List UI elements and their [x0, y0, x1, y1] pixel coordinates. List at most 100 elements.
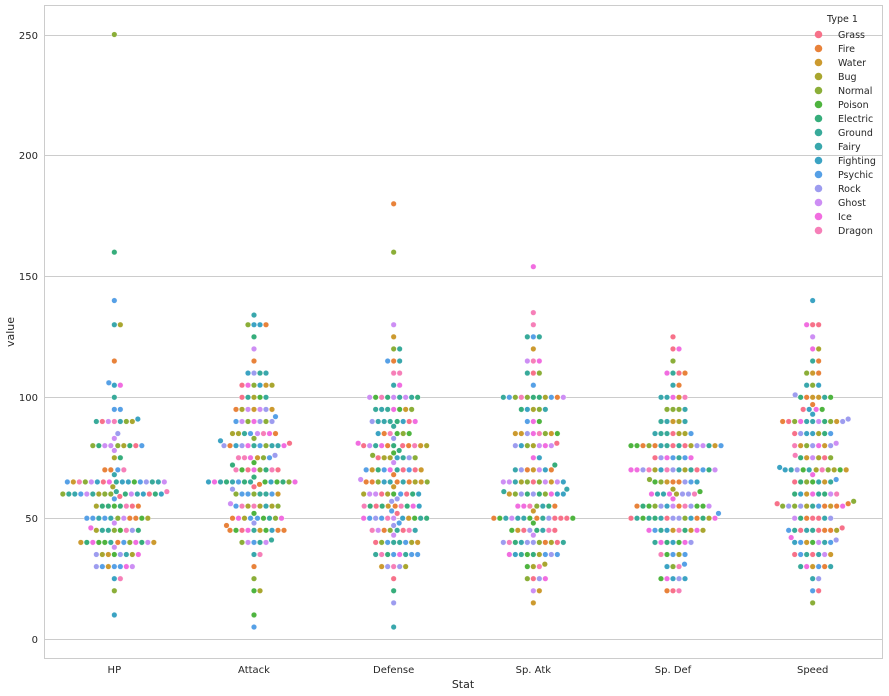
- data-point: [107, 442, 114, 449]
- data-point: [247, 515, 254, 522]
- data-point: [400, 454, 407, 461]
- data-point: [408, 539, 415, 546]
- data-point: [700, 515, 707, 522]
- data-point: [111, 587, 118, 594]
- data-point: [241, 430, 248, 437]
- data-point: [263, 382, 270, 389]
- data-point: [782, 466, 789, 473]
- data-point: [402, 539, 409, 546]
- data-point: [250, 406, 257, 413]
- data-point: [123, 563, 130, 570]
- data-point: [250, 503, 257, 510]
- data-point: [250, 418, 257, 425]
- data-point: [508, 527, 515, 534]
- data-point: [268, 478, 275, 485]
- data-point: [694, 527, 701, 534]
- data-point: [815, 587, 822, 594]
- data-point: [706, 442, 713, 449]
- data-point: [99, 503, 106, 510]
- data-point: [664, 551, 671, 558]
- data-point: [111, 447, 118, 454]
- data-point: [634, 466, 641, 473]
- data-point: [257, 394, 264, 401]
- data-point: [676, 430, 683, 437]
- data-point: [390, 459, 397, 466]
- data-point: [111, 454, 118, 461]
- data-point: [694, 503, 701, 510]
- data-point: [250, 333, 257, 340]
- data-point: [520, 515, 527, 522]
- data-point: [785, 418, 792, 425]
- data-point: [390, 406, 397, 413]
- data-point: [117, 382, 124, 389]
- data-point: [652, 527, 659, 534]
- data-point: [536, 358, 543, 365]
- data-point: [381, 454, 388, 461]
- data-point: [673, 491, 680, 498]
- data-point: [244, 503, 251, 510]
- data-point: [821, 515, 828, 522]
- data-point: [676, 345, 683, 352]
- data-point: [563, 515, 570, 522]
- data-point: [712, 515, 719, 522]
- data-point: [640, 503, 647, 510]
- data-point: [670, 539, 677, 546]
- data-point: [809, 442, 816, 449]
- data-point: [670, 587, 677, 594]
- data-point: [809, 575, 816, 582]
- data-point: [670, 454, 677, 461]
- data-point: [83, 515, 90, 522]
- data-point: [542, 394, 549, 401]
- data-point: [120, 466, 127, 473]
- data-point: [412, 527, 419, 534]
- data-point: [123, 527, 130, 534]
- y-tick-label: 0: [32, 635, 38, 646]
- data-point: [518, 394, 525, 401]
- data-point: [155, 478, 162, 485]
- data-point: [809, 394, 816, 401]
- data-point: [548, 539, 555, 546]
- data-point: [232, 527, 239, 534]
- data-point: [827, 515, 834, 522]
- legend-marker: [814, 86, 823, 95]
- data-point: [95, 539, 102, 546]
- legend-title: Type 1: [826, 14, 858, 25]
- data-point: [403, 491, 410, 498]
- data-point: [554, 539, 561, 546]
- data-point: [366, 515, 373, 522]
- data-point: [129, 503, 136, 510]
- legend-marker: [814, 142, 823, 151]
- data-point: [390, 575, 397, 582]
- data-point: [120, 515, 127, 522]
- data-point: [536, 491, 543, 498]
- data-point: [646, 503, 653, 510]
- data-point: [406, 478, 413, 485]
- data-point: [406, 454, 413, 461]
- data-point: [676, 527, 683, 534]
- data-point: [263, 418, 270, 425]
- y-tick-label: 50: [25, 514, 38, 525]
- data-point: [381, 478, 388, 485]
- data-point: [652, 466, 659, 473]
- data-point: [406, 430, 413, 437]
- data-point: [394, 478, 401, 485]
- data-point: [390, 249, 397, 256]
- data-point: [390, 394, 397, 401]
- data-point: [93, 551, 100, 558]
- data-point: [410, 503, 417, 510]
- data-point: [390, 491, 397, 498]
- data-point: [670, 418, 677, 425]
- data-point: [821, 478, 828, 485]
- data-point: [250, 539, 257, 546]
- data-point: [791, 442, 798, 449]
- data-point: [530, 551, 537, 558]
- data-point: [666, 491, 673, 498]
- legend-entry-label: Fairy: [838, 142, 861, 153]
- data-point: [238, 539, 245, 546]
- data-point: [405, 442, 412, 449]
- data-point: [809, 345, 816, 352]
- data-point: [803, 563, 810, 570]
- data-point: [390, 435, 397, 442]
- data-point: [533, 503, 540, 510]
- data-point: [774, 500, 781, 507]
